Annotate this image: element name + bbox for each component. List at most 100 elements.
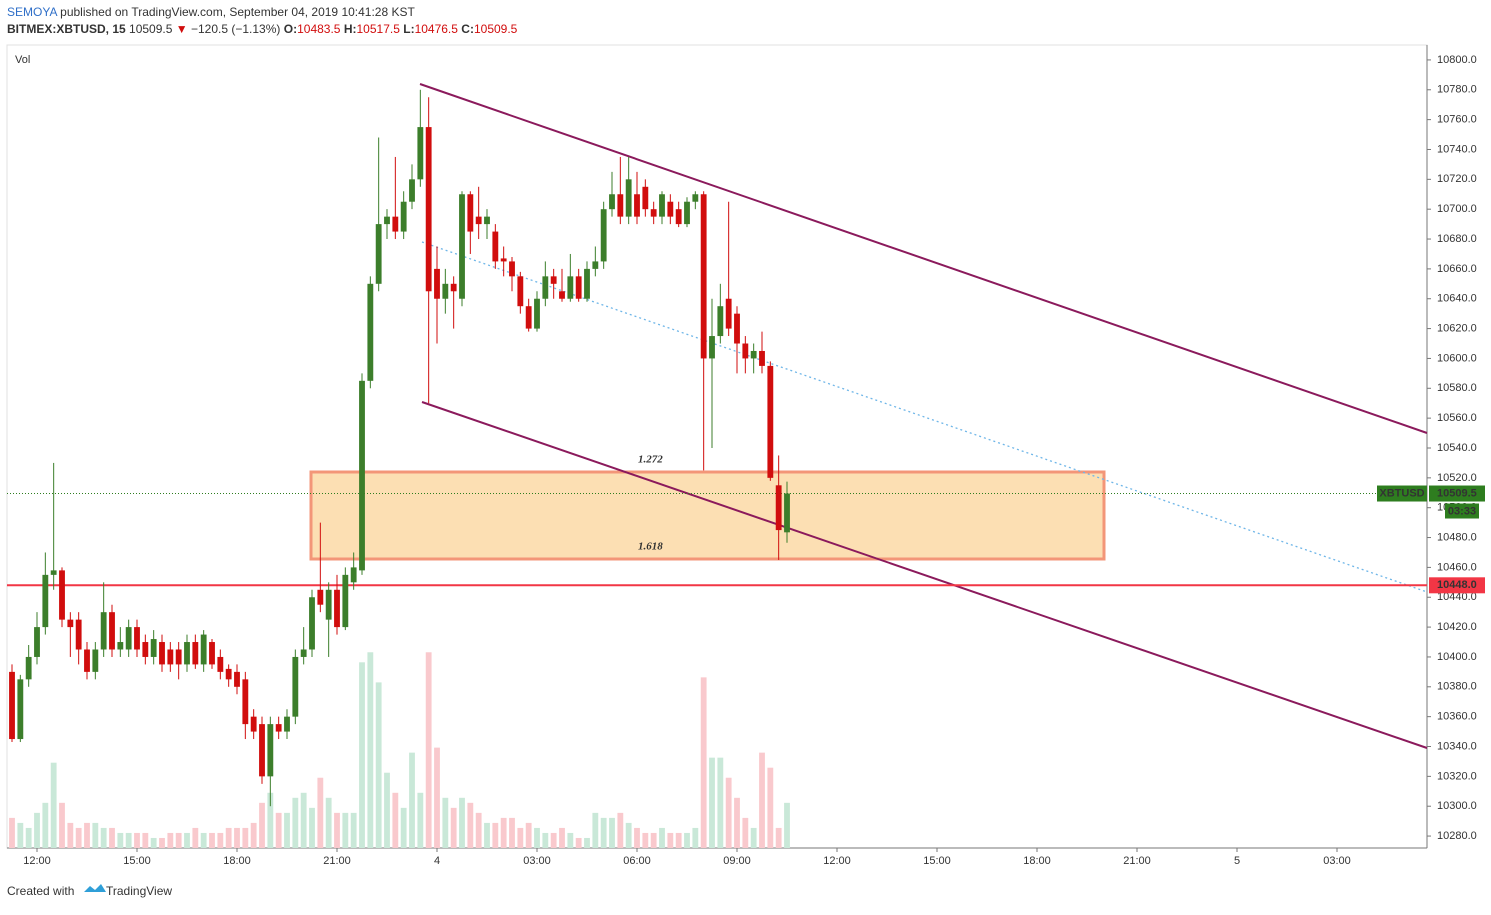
vol-layer [9, 652, 790, 848]
y-tick-label: 10400.0 [1437, 651, 1477, 663]
x-tick-label: 06:00 [623, 855, 651, 867]
volume-bar [467, 802, 474, 848]
candle-body [350, 567, 357, 583]
volume-bar [175, 832, 182, 848]
candle-body [325, 589, 332, 620]
volume-bar [734, 797, 740, 848]
volume-bar [500, 817, 507, 848]
candle-body [442, 283, 449, 299]
volume-bar [17, 822, 24, 848]
volume-bar [567, 832, 574, 848]
candle-body [717, 306, 724, 337]
candle-body [275, 724, 282, 732]
candle-body [750, 350, 757, 359]
y-tick-label: 10280.0 [1437, 830, 1477, 842]
x-tick-label: 18:00 [223, 855, 251, 867]
volume-bar [300, 792, 307, 848]
x-tick-label: 5 [1234, 855, 1240, 867]
volume-bar [475, 812, 482, 848]
volume-bar [142, 832, 149, 848]
candle-body [217, 656, 224, 672]
last: 10509.5 [129, 22, 173, 36]
symbol-label: XBTUSD [1379, 487, 1424, 499]
candle-body [125, 627, 132, 650]
volume-bar [767, 767, 774, 848]
volume-bar [50, 762, 57, 848]
candle-body [492, 231, 499, 262]
candle-body [184, 642, 190, 665]
candle-body [684, 201, 690, 225]
candle-body [592, 261, 599, 269]
volume-bar [292, 797, 299, 848]
candle-body [550, 276, 557, 284]
volume-bar [625, 822, 632, 848]
candle-body [50, 570, 57, 575]
candle-body [375, 224, 382, 284]
candle-body [409, 179, 415, 202]
channel-mid [421, 241, 1428, 593]
candle-body [392, 216, 399, 232]
y-tick-label: 10620.0 [1437, 322, 1477, 334]
y-tick-label: 10780.0 [1437, 84, 1477, 96]
y-tick-label: 10700.0 [1437, 203, 1477, 215]
volume-bar [34, 812, 40, 848]
candle-body [784, 493, 790, 533]
volume-bar [392, 792, 399, 848]
x-tick-label: 12:00 [23, 855, 51, 867]
x-tick-label: 03:00 [1323, 855, 1351, 867]
candle-body [434, 268, 440, 299]
volume-bar [225, 827, 232, 848]
volume-bar [442, 797, 449, 848]
volume-bar [309, 807, 315, 848]
y-tick-label: 10560.0 [1437, 412, 1477, 424]
candle-body [192, 642, 199, 665]
candle-body [284, 716, 290, 732]
candle-body [117, 642, 124, 650]
volume-bar [750, 827, 757, 848]
volume-bar [275, 812, 282, 848]
volume-bar [642, 832, 649, 848]
candle-body [725, 298, 732, 329]
candle-body [42, 574, 49, 628]
volume-bar [234, 827, 240, 848]
candle-body [667, 201, 674, 217]
volume-bar [400, 807, 407, 848]
volume-bar [209, 832, 215, 848]
volume-bar [592, 812, 599, 848]
volume-bar [109, 827, 115, 848]
volume-bar [784, 802, 790, 848]
volume-bar [350, 812, 357, 848]
candle-body [259, 724, 265, 777]
countdown-label: 03:33 [1448, 505, 1476, 517]
volume-bar [92, 822, 99, 848]
volume-bar [267, 792, 274, 848]
candle-body [417, 127, 424, 180]
candle-body [150, 639, 157, 657]
volume-bar [484, 822, 490, 848]
candle-body [575, 276, 582, 299]
candle-body [200, 634, 207, 665]
x-tick-label: 12:00 [823, 855, 851, 867]
volume-bar [525, 822, 532, 848]
candle-body [400, 201, 407, 232]
x-tick-label: 15:00 [923, 855, 951, 867]
candle-body [9, 671, 15, 740]
volume-bar [84, 822, 90, 848]
candle-body [775, 485, 782, 531]
y-tick-label: 10300.0 [1437, 800, 1477, 812]
candle-body [92, 649, 99, 672]
x-tick-label: 18:00 [1023, 855, 1051, 867]
header-line: SEMOYA published on TradingView.com, Sep… [7, 5, 415, 19]
candle-body [34, 627, 40, 657]
candle-body [425, 127, 432, 292]
candle-body [75, 619, 82, 650]
labels-layer: 1.272 1.618 10448.0 XBTUSD 10509.5 03:33 [638, 454, 1485, 594]
volume-bar [9, 817, 15, 848]
volume-bar [325, 797, 332, 848]
published: published on TradingView.com, September … [60, 5, 415, 19]
volume-bar [450, 807, 457, 848]
volume-bar [59, 802, 65, 848]
candle-body [459, 194, 465, 299]
